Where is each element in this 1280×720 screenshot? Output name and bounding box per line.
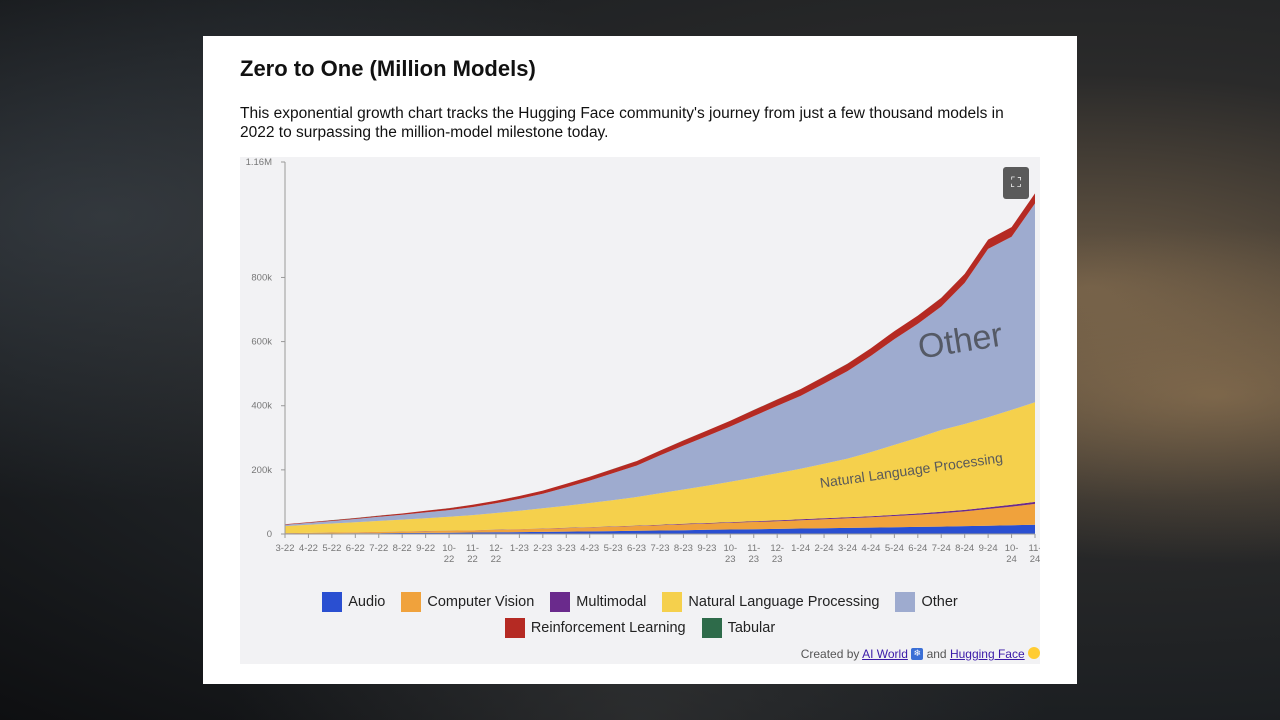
x-tick-label: 6-23 [627,543,646,554]
x-tick-label: 8-22 [393,543,412,554]
series-area-natural-language-processing [285,402,1035,534]
x-tick-label: 11-23 [747,543,760,565]
x-tick-label: 11-22 [466,543,479,565]
page-description: This exponential growth chart tracks the… [240,105,1004,141]
x-tick-label: 1-23 [510,543,529,554]
credit-line: Created by AI World ❄ and Hugging Face [801,647,1040,661]
hugging-face-link[interactable]: Hugging Face [949,647,1025,661]
y-tick-label: 0 [267,529,272,540]
legend-label: Multimodal [576,594,647,610]
series-area-computer-vision [285,503,1035,534]
series-area-audio [285,524,1035,534]
x-tick-label: 2-23 [533,543,552,554]
legend-label: Computer Vision [427,594,535,610]
x-tick-label: 3-24 [838,543,857,554]
page-title: Zero to One (Million Models) [240,56,536,81]
legend-item[interactable]: Tabular [701,615,776,641]
legend-label: Other [921,594,958,610]
legend-swatch [322,592,343,612]
legend-label: Audio [348,594,386,610]
x-tick-label: 7-23 [650,543,669,554]
x-tick-label: 12-22 [489,543,503,565]
x-tick-label: 2-24 [815,543,834,554]
x-tick-label: 6-24 [908,543,927,554]
legend-row: Audio Computer Vision Multimodal Natural La… [240,589,1040,615]
legend-label: Reinforcement Learning [530,620,686,636]
legend-row: Reinforcement Learning Tabular [240,615,1040,641]
x-tick-label: 9-22 [416,543,435,554]
x-tick-label: 4-24 [861,543,880,554]
x-tick-label: 6-22 [346,543,365,554]
x-tick-label: 12-23 [770,543,784,565]
snowflake-icon: ❄ [911,648,924,660]
x-tick-label: 4-22 [299,543,318,554]
legend-swatch [701,618,722,638]
legend-item[interactable]: Computer Vision [401,589,534,615]
legend: Audio Computer Vision Multimodal Natural La… [240,589,1040,641]
content-card: Zero to One (Million Models) This expone… [203,36,1077,684]
legend-swatch [401,592,422,612]
x-tick-label: 1-24 [791,543,810,554]
x-tick-label: 8-23 [674,543,693,554]
series-area-other [285,203,1035,527]
y-tick-label: 800k [251,272,272,283]
x-tick-label: 9-23 [697,543,716,554]
x-tick-label: 9-24 [979,543,998,554]
legend-item[interactable]: Natural Language Processing [662,589,879,615]
x-tick-label: 10-23 [723,543,737,565]
x-tick-label: 10-24 [1005,543,1019,565]
legend-swatch [550,592,571,612]
y-tick-label: 400k [251,401,272,412]
legend-item[interactable]: Other [895,589,958,615]
x-tick-label: 4-23 [580,543,599,554]
x-tick-label: 8-24 [955,543,974,554]
x-tick-label: 5-23 [604,543,623,554]
y-tick-label: 200k [251,465,272,476]
x-tick-label: 7-22 [369,543,388,554]
expand-icon[interactable]: ⛶ [1003,167,1029,199]
credit-middle: and [926,647,947,661]
legend-label: Natural Language Processing [688,594,880,610]
y-tick-label: 1.16M [246,157,272,168]
chart-container: 0 200k 400k 600k 800k 1.16M 3-22 4-22 5-22 6-22 7-… [240,157,1040,664]
x-tick-label: 3-22 [275,543,294,554]
legend-label: Tabular [727,620,776,636]
hugging-face-emoji-icon [1028,647,1040,659]
legend-swatch [504,618,525,638]
y-tick-label: 600k [251,337,272,348]
x-tick-label: 5-24 [885,543,904,554]
ai-world-link[interactable]: AI World [862,647,908,661]
legend-item[interactable]: Multimodal [550,589,646,615]
legend-swatch [895,592,916,612]
x-tick-label: 7-24 [932,543,951,554]
x-tick-label: 11-24 [1028,543,1040,565]
stacked-area-chart: 0 200k 400k 600k 800k 1.16M 3-22 4-22 5-22 6-22 7-… [246,157,1040,565]
x-tick-label: 3-23 [557,543,576,554]
legend-item[interactable]: Audio [322,589,385,615]
legend-item[interactable]: Reinforcement Learning [504,615,686,641]
x-tick-label: 10-22 [442,543,456,565]
credit-prefix: Created by [800,647,860,661]
legend-swatch [662,592,683,612]
x-tick-label: 5-22 [322,543,341,554]
